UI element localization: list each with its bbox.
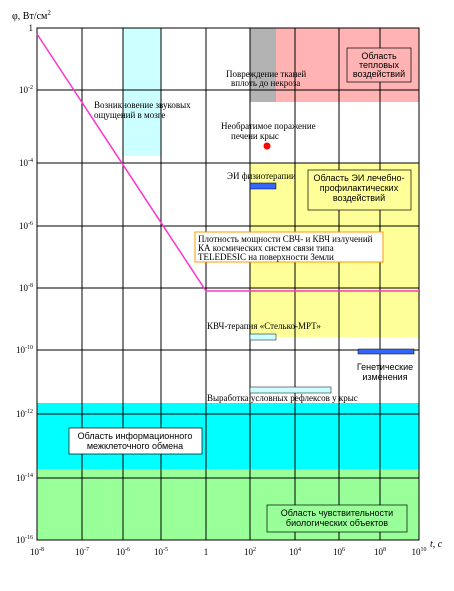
genetic-label-2: изменения <box>362 372 407 382</box>
x-tick-label: 1 <box>204 547 209 557</box>
x-tick-label: 1010 <box>412 547 427 557</box>
density-label-2: КА космических систем связи типа <box>198 243 334 253</box>
density-label-1: Плотность мощности СВЧ- и КВЧ излучений <box>198 234 373 244</box>
x-tick-labels: 10-8 10-7 10-6 10-5 1 102 104 106 108 1010 <box>30 547 427 557</box>
x-tick-label: 10-5 <box>154 547 168 557</box>
sound-label-2: ощущений в мозге <box>94 110 165 120</box>
density-label-3: TELEDESIC на поверхности Земли <box>198 252 334 262</box>
reflex-label: Выработка условных рефлексов у крыс <box>207 393 358 403</box>
therapy-label-box <box>307 169 412 211</box>
thermal-label-box <box>346 47 412 83</box>
x-tick-label: 10-6 <box>116 547 130 557</box>
thermal-label-3: воздействий <box>353 69 405 79</box>
x-tick-label: 102 <box>244 547 256 557</box>
therapy-label-3: воздействий <box>333 193 385 203</box>
tissue-label-1: Повреждение тканей <box>226 69 306 79</box>
power-density-curve <box>36 33 419 292</box>
reflex-marker <box>249 386 332 394</box>
physio-marker <box>249 182 277 190</box>
grid <box>36 27 420 541</box>
info-label-2: межклеточного обмена <box>87 441 183 451</box>
sensitivity-label-1: Область чувствительности <box>281 508 393 518</box>
x-tick-label: 10-8 <box>30 547 44 557</box>
physio-label: ЭИ физиотерапии <box>227 171 296 181</box>
info-label-box <box>68 427 203 455</box>
thermal-label-2: тепловых <box>359 60 400 70</box>
y-tick-label: 10-12 <box>16 409 33 419</box>
x-tick-label: 10-7 <box>75 547 89 557</box>
y-tick-label: 10-14 <box>16 473 33 483</box>
thermal-label-1: Область <box>361 51 397 61</box>
x-axis-title: t, с <box>430 539 443 550</box>
x-tick-label: 104 <box>289 547 301 557</box>
info-label-1: Область информационного <box>78 431 193 441</box>
sensitivity-label-2: биологических объектов <box>286 518 388 528</box>
sensitivity-label-box <box>266 504 408 533</box>
y-tick-label: 10-8 <box>19 283 33 293</box>
y-tick-label: 10-16 <box>16 535 33 545</box>
liver-label-2: печени крыс <box>231 131 279 141</box>
liver-label-1: Необратимое поражение <box>221 121 316 131</box>
sound-sensation-region <box>123 28 161 156</box>
tissue-damage-region <box>250 28 276 102</box>
x-tick-label: 108 <box>374 547 386 557</box>
density-label-box <box>194 231 384 263</box>
sound-label-1: Возникновение звуковых <box>94 100 191 110</box>
y-tick-label: 10-2 <box>19 85 33 95</box>
y-tick-labels: 1 10-2 10-4 10-6 10-8 10-10 10-12 10-14 10-16 <box>16 23 33 545</box>
kvch-label: КВЧ-терапия «Стелько-МРТ» <box>207 321 321 331</box>
therapy-label-2: профилактических <box>320 183 399 193</box>
x-tick-label: 106 <box>333 547 345 557</box>
genetic-label-1: Генетические <box>357 362 413 372</box>
tissue-label-2: вплоть до некроза <box>231 78 300 88</box>
y-tick-label: 10-6 <box>19 221 33 231</box>
genetic-marker <box>357 348 415 355</box>
y-tick-label: 10-4 <box>19 158 33 168</box>
kvch-marker <box>249 333 277 341</box>
liver-damage-marker <box>263 142 271 150</box>
y-tick-label: 10-10 <box>16 345 33 355</box>
y-axis-title: φ, Вт/см2 <box>12 9 51 22</box>
y-tick-label: 1 <box>29 23 34 33</box>
therapy-label-1: Область ЭИ лечебно- <box>314 173 405 183</box>
